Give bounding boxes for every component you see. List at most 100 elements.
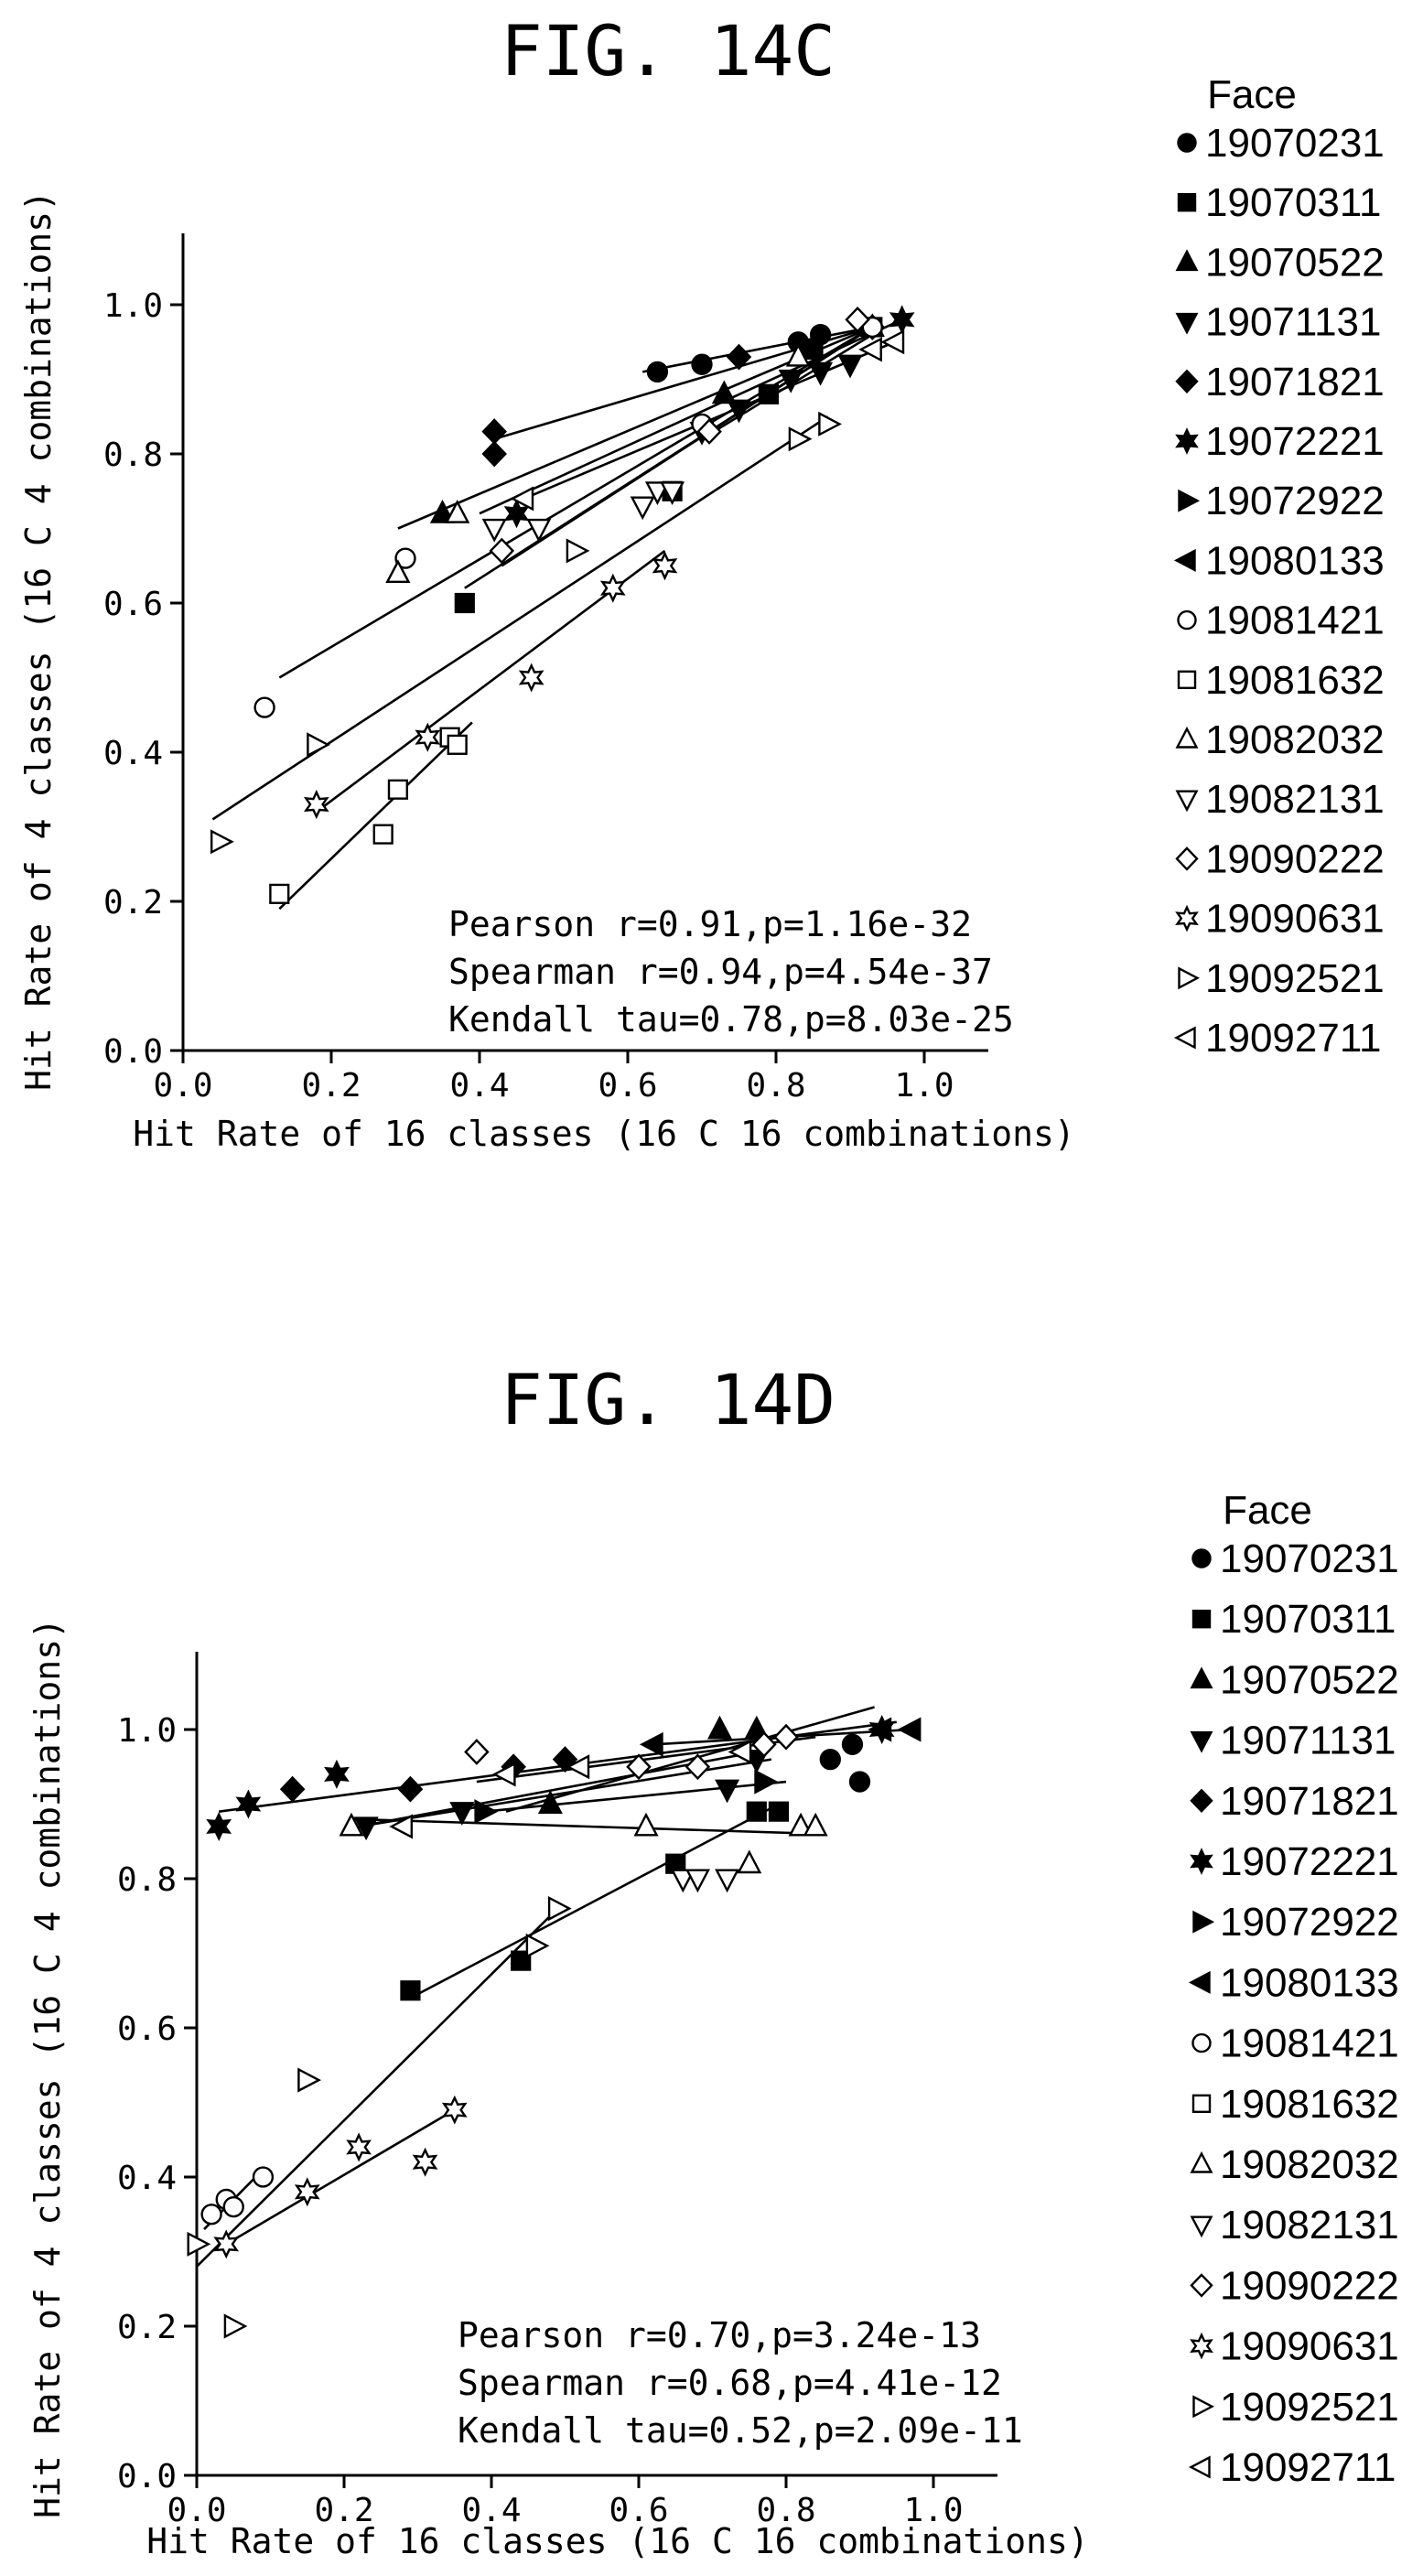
- data-point: [223, 2313, 248, 2339]
- data-point: [566, 538, 590, 564]
- data-point: [464, 1739, 490, 1765]
- fit-line-19082032: [351, 1817, 824, 1836]
- legend-entry: 19070522: [1205, 240, 1385, 285]
- legend-marker: [1190, 1730, 1213, 1753]
- x-tick-label: 1.0: [903, 2492, 963, 2529]
- series-19072221: [206, 1714, 895, 1842]
- data-point: [511, 1950, 532, 1971]
- legend-marker: [1173, 1026, 1196, 1050]
- legend-entry: 19070231: [1220, 1536, 1399, 1581]
- legend-entry: 19081632: [1205, 658, 1385, 703]
- data-point: [481, 418, 507, 445]
- legend-entry: 19071131: [1220, 1719, 1396, 1763]
- legend-marker: [1175, 312, 1199, 335]
- data-point: [235, 1789, 262, 1819]
- x-tick-label: 0.8: [756, 2492, 815, 2529]
- legend-entry: 19072221: [1205, 419, 1385, 464]
- legend-marker: [1175, 790, 1199, 813]
- series-19090222: [489, 306, 870, 565]
- legend-marker: [1191, 1609, 1212, 1629]
- data-point: [552, 1746, 578, 1773]
- y-tick-label: 0.6: [103, 586, 163, 623]
- legend-entry: 19082131: [1205, 777, 1385, 822]
- data-point: [858, 337, 882, 362]
- data-point: [845, 306, 870, 333]
- stat-annotation: Spearman r=0.68,p=4.41e-12: [458, 2363, 1002, 2403]
- legend-entry: 19081632: [1220, 2082, 1399, 2127]
- data-point: [630, 496, 655, 521]
- stat-annotation: Kendall tau=0.52,p=2.09e-11: [458, 2410, 1023, 2451]
- series-19082131: [481, 481, 685, 543]
- data-point: [474, 1799, 499, 1825]
- legend-marker: [1175, 904, 1199, 932]
- series-19082032: [385, 342, 811, 583]
- data-point: [746, 1801, 767, 1822]
- legend-entry: 19082032: [1205, 717, 1385, 762]
- data-point: [547, 1896, 572, 1922]
- data-point: [353, 1816, 379, 1841]
- data-point: [644, 481, 670, 505]
- x-tick-label: 1.0: [894, 1067, 954, 1105]
- legend-entry: 19081421: [1220, 2021, 1399, 2066]
- data-point: [819, 1748, 841, 1771]
- legend-entry: 19080133: [1205, 538, 1385, 583]
- series-19070311: [400, 1801, 790, 2001]
- data-point: [400, 1980, 421, 2001]
- data-point: [768, 1801, 790, 1822]
- data-point: [454, 592, 475, 614]
- legend-marker: [1190, 1848, 1213, 1875]
- data-point: [841, 1733, 864, 1755]
- data-point: [726, 343, 752, 371]
- legend-marker: [1192, 2395, 1215, 2419]
- legend-entry: 19092711: [1220, 2445, 1396, 2490]
- series-19070231: [819, 1733, 871, 1793]
- y-tick-label: 0.2: [117, 2309, 177, 2346]
- data-point: [711, 380, 737, 404]
- data-point: [324, 1759, 350, 1789]
- data-point: [785, 342, 811, 367]
- series-19090631: [213, 2095, 468, 2259]
- data-point: [481, 440, 507, 468]
- chart-1: FIG. 14C 0.0 0.2 0.4 0.6 0.8 1.0 0.0 0.2 0.4 0.6 0.…: [18, 10, 1385, 1154]
- fit-line-19090631: [225, 2108, 456, 2246]
- data-point: [803, 1812, 828, 1837]
- data-point: [660, 481, 685, 505]
- series-19081421: [200, 2166, 275, 2226]
- legend-marker: [1190, 2215, 1213, 2238]
- data-point: [397, 1775, 424, 1803]
- legend-marker: [1175, 369, 1199, 394]
- y-tick-label: 0.8: [103, 437, 163, 474]
- legend-entry: 19072922: [1205, 479, 1385, 523]
- data-point: [206, 1812, 232, 1842]
- data-point: [728, 1739, 752, 1764]
- data-point: [307, 732, 330, 758]
- data-point: [489, 537, 515, 565]
- figure-title: FIG. 14D: [501, 1359, 835, 1440]
- data-point: [639, 1731, 663, 1757]
- legend-entry: 19081421: [1205, 598, 1385, 643]
- data-point: [269, 883, 290, 904]
- stat-annotation: Pearson r=0.91,p=1.16e-32: [448, 904, 972, 944]
- data-point: [737, 1849, 762, 1874]
- data-point: [727, 399, 751, 424]
- data-point: [200, 2204, 222, 2226]
- data-point: [715, 1779, 740, 1804]
- data-point: [447, 734, 468, 755]
- x-tick-label: 0.4: [461, 2492, 521, 2529]
- legend-marker: [1178, 966, 1201, 990]
- y-axis-label: Hit Rate of 4 classes (16 C 4 combinatio…: [18, 190, 59, 1091]
- data-point: [252, 2166, 275, 2188]
- y-tick-label: 0.8: [117, 1861, 177, 1899]
- data-point: [537, 1790, 563, 1815]
- data-point: [387, 779, 408, 800]
- data-point: [715, 1869, 740, 1893]
- fit-line-19072922: [483, 1780, 787, 1813]
- data-point: [294, 2177, 320, 2207]
- data-point: [897, 1717, 922, 1742]
- data-point: [449, 1802, 475, 1826]
- legend-entry: 19092521: [1205, 956, 1385, 1001]
- series-19082131: [670, 1869, 740, 1893]
- legend-entry: 19090631: [1220, 2324, 1399, 2369]
